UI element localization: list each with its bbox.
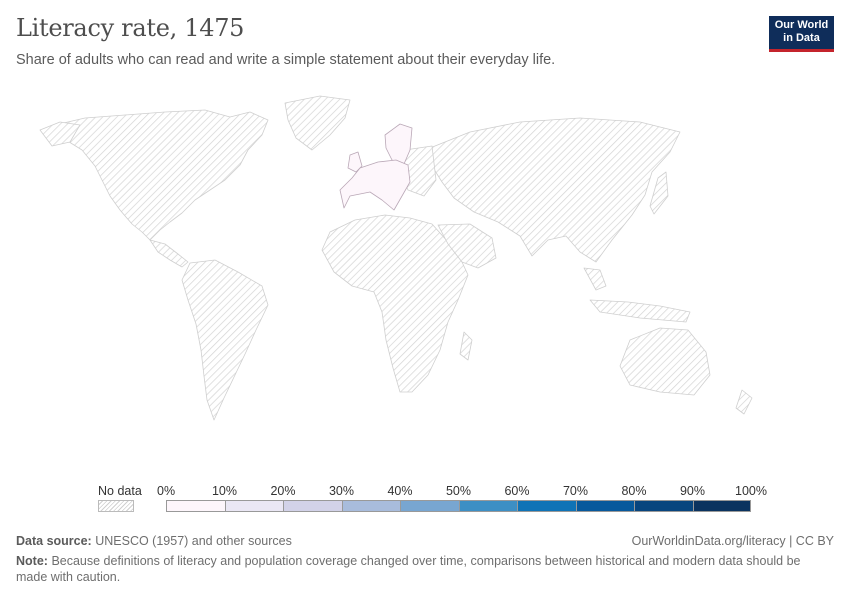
legend-bin[interactable] bbox=[692, 500, 751, 512]
note-text: Because definitions of literacy and popu… bbox=[16, 554, 801, 584]
logo-line-1: Our World bbox=[774, 19, 829, 31]
region-indonesia[interactable] bbox=[589, 299, 691, 323]
legend-tick-label: 40% bbox=[387, 484, 413, 498]
legend-bin[interactable] bbox=[283, 500, 342, 512]
chart-title: Literacy rate, 1475 bbox=[16, 14, 245, 42]
legend-bin[interactable] bbox=[224, 500, 283, 512]
owid-logo[interactable]: Our World in Data bbox=[769, 16, 834, 52]
legend-tick-label: 60% bbox=[504, 484, 530, 498]
legend-tick-label: 50% bbox=[445, 484, 472, 498]
legend-tick-label: 70% bbox=[562, 484, 589, 498]
region-southeast-asia[interactable] bbox=[583, 267, 607, 291]
region-new-zealand[interactable] bbox=[735, 389, 753, 415]
region-greenland[interactable] bbox=[284, 95, 351, 151]
legend-tick-label: 100% bbox=[735, 484, 767, 498]
region-alaska[interactable] bbox=[39, 121, 81, 147]
no-data-label: No data bbox=[98, 484, 142, 498]
region-madagascar[interactable] bbox=[459, 331, 473, 361]
region-asia[interactable] bbox=[429, 117, 681, 263]
color-legend: No data 0% 10% 20% 30% 40% 50% 60% 70% 80% 90% 100… bbox=[0, 478, 850, 518]
no-data-swatch[interactable] bbox=[98, 500, 134, 512]
region-arabia[interactable] bbox=[437, 223, 497, 269]
legend-bin[interactable] bbox=[517, 500, 576, 512]
chart-subtitle: Share of adults who can read and write a… bbox=[16, 52, 556, 68]
region-australia[interactable] bbox=[619, 327, 711, 396]
legend-bin[interactable] bbox=[166, 500, 225, 512]
legend-tick-label: 20% bbox=[270, 484, 296, 498]
legend-bin[interactable] bbox=[400, 500, 459, 512]
world-map[interactable] bbox=[0, 90, 850, 475]
region-japan[interactable] bbox=[649, 171, 669, 215]
source-label: Data source: bbox=[16, 534, 92, 548]
chart-note: Note: Because definitions of literacy an… bbox=[16, 553, 816, 585]
legend-bin[interactable] bbox=[575, 500, 634, 512]
region-scandinavia[interactable] bbox=[384, 123, 413, 165]
legend-bin[interactable] bbox=[341, 500, 400, 512]
logo-line-2: in Data bbox=[783, 32, 820, 44]
note-label: Note: bbox=[16, 554, 48, 568]
legend-tick-label: 80% bbox=[621, 484, 647, 498]
region-africa[interactable] bbox=[321, 214, 469, 393]
region-south-america[interactable] bbox=[181, 259, 269, 421]
region-north-america[interactable] bbox=[45, 109, 269, 241]
source-url[interactable]: OurWorldinData.org/literacy | CC BY bbox=[631, 534, 834, 548]
region-central-america[interactable] bbox=[149, 239, 189, 268]
legend-tick-label: 10% bbox=[211, 484, 238, 498]
source-text: UNESCO (1957) and other sources bbox=[95, 534, 292, 548]
data-source: Data source: UNESCO (1957) and other sou… bbox=[16, 534, 292, 548]
legend-bin[interactable] bbox=[634, 500, 693, 512]
legend-tick-label: 30% bbox=[328, 484, 355, 498]
legend-bin[interactable] bbox=[458, 500, 517, 512]
legend-tick-label: 90% bbox=[679, 484, 706, 498]
legend-tick-label: 0% bbox=[157, 484, 176, 498]
region-western-central-europe[interactable] bbox=[339, 159, 411, 211]
